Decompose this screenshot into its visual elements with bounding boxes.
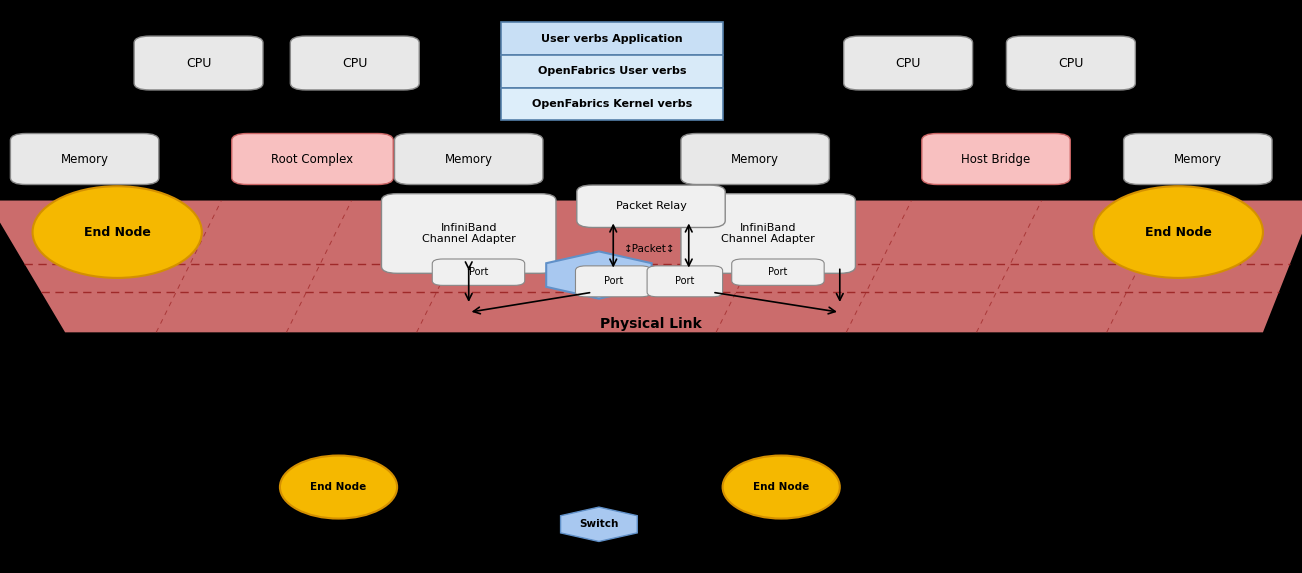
FancyBboxPatch shape bbox=[577, 185, 725, 227]
FancyBboxPatch shape bbox=[922, 134, 1070, 185]
Polygon shape bbox=[547, 252, 651, 299]
Polygon shape bbox=[0, 201, 1302, 332]
Text: Port: Port bbox=[768, 267, 788, 277]
FancyBboxPatch shape bbox=[501, 88, 723, 120]
FancyBboxPatch shape bbox=[732, 259, 824, 285]
FancyBboxPatch shape bbox=[1006, 36, 1135, 90]
FancyBboxPatch shape bbox=[395, 134, 543, 185]
Ellipse shape bbox=[33, 186, 202, 278]
Text: End Node: End Node bbox=[310, 482, 367, 492]
FancyBboxPatch shape bbox=[681, 134, 829, 185]
Ellipse shape bbox=[723, 456, 840, 519]
Text: Port: Port bbox=[676, 276, 694, 286]
FancyBboxPatch shape bbox=[647, 266, 723, 297]
Text: End Node: End Node bbox=[753, 482, 810, 492]
Text: Memory: Memory bbox=[1174, 152, 1221, 166]
FancyBboxPatch shape bbox=[501, 55, 723, 88]
FancyBboxPatch shape bbox=[290, 36, 419, 90]
FancyBboxPatch shape bbox=[432, 259, 525, 285]
FancyBboxPatch shape bbox=[1124, 134, 1272, 185]
FancyBboxPatch shape bbox=[381, 194, 556, 273]
FancyBboxPatch shape bbox=[575, 266, 651, 297]
Text: Memory: Memory bbox=[445, 152, 492, 166]
Text: Switch: Switch bbox=[575, 269, 622, 281]
Text: Port: Port bbox=[604, 276, 622, 286]
FancyBboxPatch shape bbox=[501, 22, 723, 55]
Text: User verbs Application: User verbs Application bbox=[542, 34, 682, 44]
Ellipse shape bbox=[1094, 186, 1263, 278]
Text: Switch: Switch bbox=[579, 519, 618, 529]
Text: OpenFabrics User verbs: OpenFabrics User verbs bbox=[538, 66, 686, 76]
Text: OpenFabrics Kernel verbs: OpenFabrics Kernel verbs bbox=[531, 99, 693, 109]
FancyBboxPatch shape bbox=[10, 134, 159, 185]
Ellipse shape bbox=[280, 456, 397, 519]
Text: Port: Port bbox=[469, 267, 488, 277]
Text: Packet Relay: Packet Relay bbox=[616, 201, 686, 211]
Text: End Node: End Node bbox=[1144, 226, 1212, 238]
Text: End Node: End Node bbox=[83, 226, 151, 238]
Text: InfiniBand
Channel Adapter: InfiniBand Channel Adapter bbox=[721, 223, 815, 244]
Text: Memory: Memory bbox=[61, 152, 108, 166]
Text: Root Complex: Root Complex bbox=[271, 152, 354, 166]
Text: Host Bridge: Host Bridge bbox=[961, 152, 1031, 166]
Text: ↕Packet↕: ↕Packet↕ bbox=[624, 244, 676, 254]
Text: CPU: CPU bbox=[1059, 57, 1083, 69]
FancyBboxPatch shape bbox=[134, 36, 263, 90]
Text: CPU: CPU bbox=[342, 57, 367, 69]
Text: CPU: CPU bbox=[896, 57, 921, 69]
Polygon shape bbox=[561, 507, 637, 541]
FancyBboxPatch shape bbox=[232, 134, 393, 185]
Text: InfiniBand
Channel Adapter: InfiniBand Channel Adapter bbox=[422, 223, 516, 244]
Text: Memory: Memory bbox=[732, 152, 779, 166]
Text: CPU: CPU bbox=[186, 57, 211, 69]
FancyBboxPatch shape bbox=[844, 36, 973, 90]
Text: Physical Link: Physical Link bbox=[600, 317, 702, 331]
FancyBboxPatch shape bbox=[681, 194, 855, 273]
